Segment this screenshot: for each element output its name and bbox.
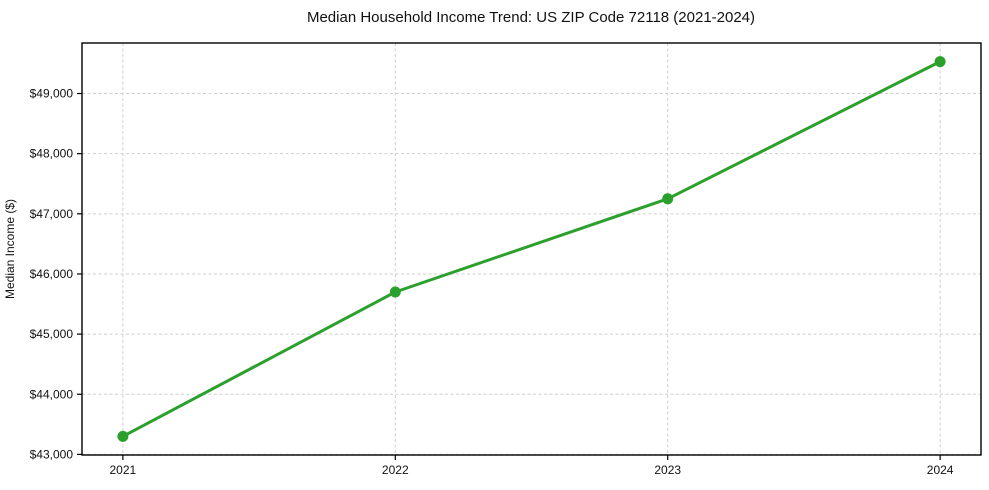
y-tick-label: $47,000 <box>30 207 74 221</box>
y-axis-label: Median Income ($) <box>3 199 17 299</box>
y-tick-label: $43,000 <box>30 447 74 461</box>
data-point-marker <box>662 193 674 205</box>
data-point-marker <box>389 286 401 298</box>
data-point-marker <box>934 56 946 68</box>
series-layer <box>117 56 946 442</box>
tick-layer: $43,000 $44,000 $45,000 $46,000 $47,000 $48,0… <box>30 87 954 477</box>
x-tick-label: 2021 <box>110 463 137 477</box>
chart-title: Median Household Income Trend: US ZIP Co… <box>307 9 755 26</box>
y-tick-label: $49,000 <box>30 87 74 101</box>
income-trend-line <box>121 60 942 438</box>
y-tick-label: $44,000 <box>30 387 74 401</box>
x-tick-label: 2024 <box>927 463 954 477</box>
grid-layer <box>82 43 981 455</box>
x-tick-label: 2023 <box>654 463 681 477</box>
x-tick-label: 2022 <box>382 463 409 477</box>
plot-border <box>81 42 982 456</box>
y-tick-label: $48,000 <box>30 147 74 161</box>
y-tick-label: $45,000 <box>30 327 74 341</box>
y-tick-label: $46,000 <box>30 267 74 281</box>
data-point-marker <box>117 430 129 442</box>
